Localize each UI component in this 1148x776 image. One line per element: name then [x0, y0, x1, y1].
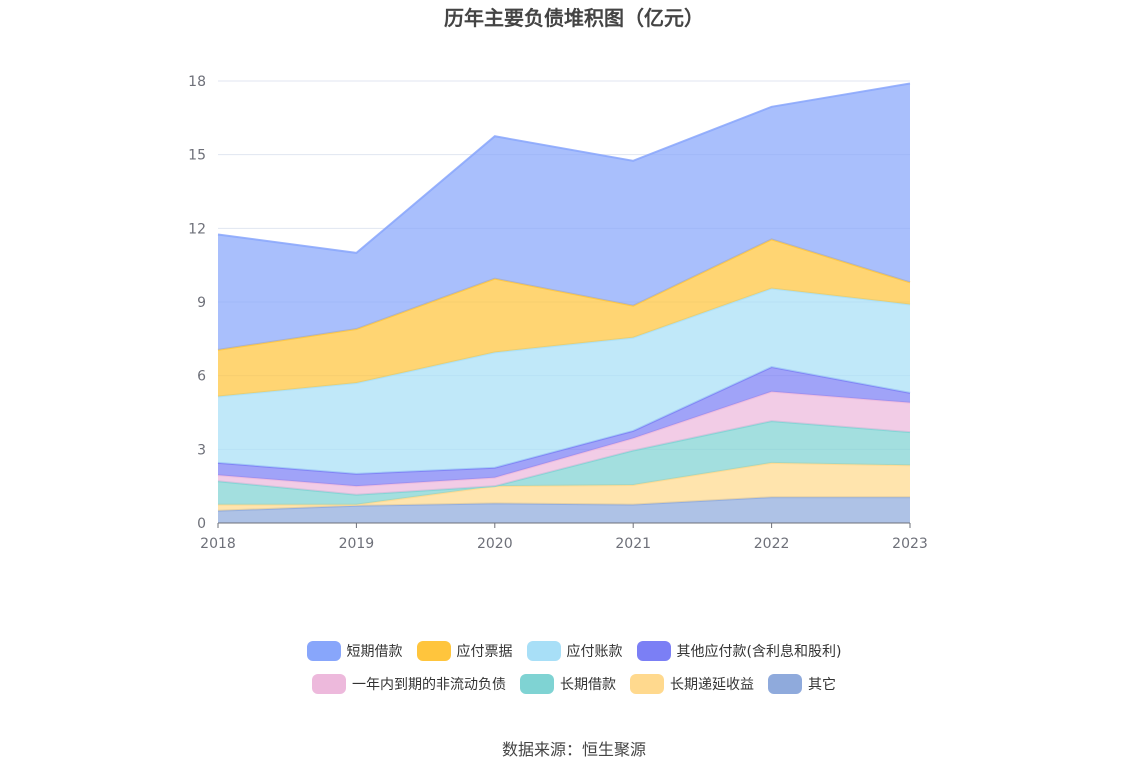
legend-label: 短期借款 [346, 643, 403, 660]
legend-row: 短期借款 应付票据 应付账款 其他应付款(含利息和股利) [306, 638, 842, 663]
legend: 短期借款 应付票据 应付账款 其他应付款(含利息和股利) 一年内到期的非流动负债 长期借… [0, 638, 1148, 696]
area-series-1 [218, 462, 910, 511]
legend-item[interactable]: 其他应付款(含利息和股利) [636, 638, 842, 663]
y-tick-label: 3 [197, 442, 206, 458]
area-series-0 [218, 497, 910, 523]
legend-swatch [636, 640, 671, 661]
legend-item[interactable]: 长期借款 [520, 671, 616, 696]
x-tick-label: 2022 [754, 536, 790, 552]
legend-label: 长期借款 [560, 676, 616, 693]
y-tick-label: 9 [197, 295, 206, 311]
y-tick-label: 12 [188, 221, 206, 237]
legend-swatch [520, 673, 554, 694]
legend-row: 一年内到期的非流动负债 长期借款 长期递延收益 其它 [312, 671, 836, 696]
x-tick-label: 2021 [615, 536, 651, 552]
legend-item[interactable]: 短期借款 [306, 638, 403, 663]
area-series-7 [218, 83, 910, 350]
legend-label: 一年内到期的非流动负债 [352, 676, 506, 693]
x-tick-label: 2018 [200, 536, 236, 552]
legend-item[interactable]: 长期递延收益 [630, 671, 754, 696]
legend-item[interactable]: 应付票据 [416, 638, 513, 663]
x-tick-label: 2020 [477, 536, 513, 552]
legend-swatch [416, 640, 451, 661]
chart-title: 历年主要负债堆积图（亿元） [444, 6, 704, 30]
x-tick-label: 2023 [892, 536, 928, 552]
area-series-6 [218, 239, 910, 397]
area-series-layer [217, 82, 911, 523]
y-tick-label: 0 [197, 516, 206, 532]
series-line-2 [217, 420, 911, 496]
legend-label: 应付票据 [456, 643, 513, 660]
x-tick-label: 2019 [339, 536, 375, 552]
legend-swatch [312, 673, 346, 694]
legend-swatch [526, 640, 561, 661]
axes: 0 3 6 9 12 15 18 2018 2019 2020 2021 2022 2023 [188, 74, 928, 552]
legend-item[interactable]: 应付账款 [526, 638, 623, 663]
y-tick-label: 15 [188, 148, 206, 164]
legend-label: 应付账款 [566, 643, 623, 660]
area-series-2 [218, 421, 910, 505]
legend-label: 其他应付款(含利息和股利) [676, 643, 842, 660]
legend-swatch [768, 673, 802, 694]
area-series-4 [218, 367, 910, 487]
series-line-7 [217, 82, 911, 254]
y-tick-label: 6 [197, 369, 206, 385]
legend-label: 其它 [808, 676, 836, 693]
legend-swatch [630, 673, 664, 694]
legend-item[interactable]: 一年内到期的非流动负债 [312, 671, 506, 696]
area-series-5 [218, 288, 910, 474]
area-series-3 [218, 391, 910, 495]
data-source-note: 数据来源：恒生聚源 [501, 740, 646, 759]
legend-swatch [306, 640, 341, 661]
legend-label: 长期递延收益 [670, 676, 754, 693]
y-tick-label: 18 [188, 74, 206, 90]
legend-item[interactable]: 其它 [768, 671, 836, 696]
